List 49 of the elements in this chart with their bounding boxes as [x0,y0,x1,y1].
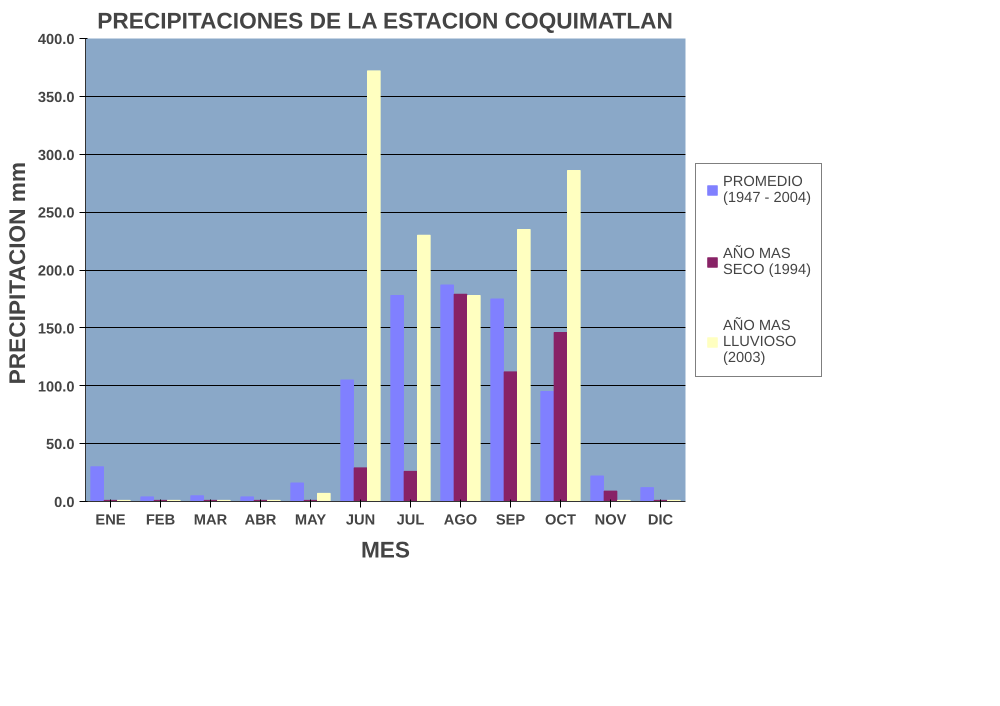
y-tick-label: 200.0 [38,264,75,280]
legend-label: AÑO MAS LLUVIOSO (2003) [723,318,796,366]
x-axis-title: MES [360,536,410,562]
bar [290,482,304,502]
bar [440,284,454,502]
y-tick-label: 300.0 [38,148,75,164]
y-axis-title: PRECIPITACION mm [4,162,30,384]
x-tick-label: DIC [648,512,674,528]
y-tick-label: 0.0 [54,495,74,511]
chart-title: PRECIPITACIONES DE LA ESTACION COQUIMATLAN [97,8,673,34]
bar [454,294,468,502]
bar [317,492,331,502]
y-tick-label: 350.0 [38,90,75,106]
y-tick-label: 400.0 [38,32,75,48]
x-tick-label: ABR [244,512,277,528]
x-tick-label: JUN [346,512,376,528]
bar [367,70,381,502]
x-tick-label: ENE [95,512,126,528]
bar [554,332,568,502]
x-tick-label: MAY [294,512,326,528]
bar [604,490,618,502]
bar [490,298,504,502]
bar [467,294,481,502]
bar [354,467,368,502]
y-tick-label: 100.0 [38,379,75,396]
y-tick-label: 150.0 [38,321,75,338]
x-tick-label: OCT [545,512,576,528]
x-tick-label: MAR [194,512,228,528]
x-tick-label: JUL [396,512,424,528]
bar [404,470,418,502]
x-tick-label: SEP [496,512,526,528]
bar [390,294,404,502]
bar [590,476,604,502]
bar [90,466,104,502]
bar [504,371,518,502]
y-tick-label: 250.0 [38,206,75,222]
legend-label: PROMEDIO (1947 - 2004) [723,174,811,206]
y-tick-label: 50.0 [46,437,75,454]
bar [567,170,581,502]
x-tick-label: NOV [594,512,627,528]
x-tick-label: AGO [444,512,478,528]
bar [190,495,204,502]
bar [417,234,431,502]
bar [517,228,531,502]
bar [340,379,354,502]
legend-label: AÑO MAS SECO (1994) [723,246,811,278]
bar [540,391,554,502]
x-tick-label: FEB [146,512,176,528]
bar [640,487,654,502]
